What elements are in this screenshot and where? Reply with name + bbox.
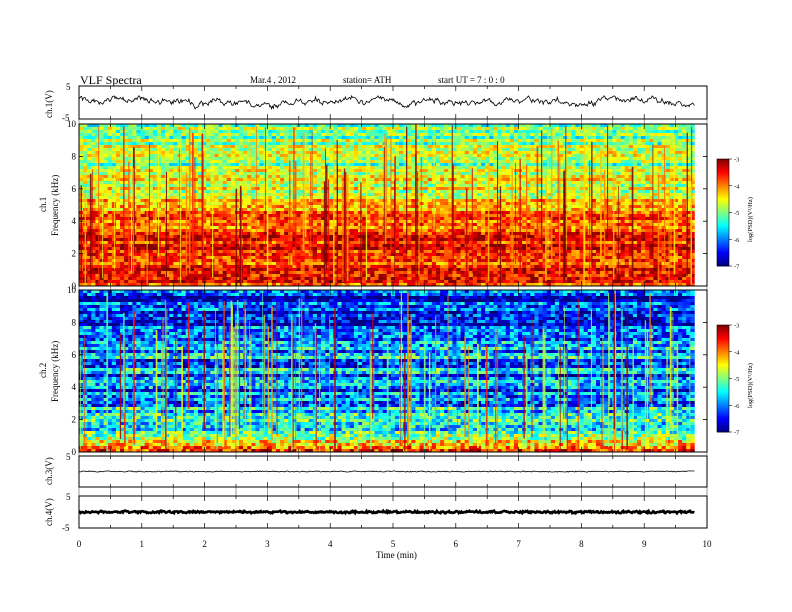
ch1-spectrogram-image [79,124,707,286]
colorbar-tick-label: -5 [734,376,739,383]
ch3-waveform-line [79,471,694,472]
x-tick-label: 4 [328,539,333,549]
ch2-spectrogram-image [79,290,707,452]
x-tick-label: 3 [265,539,270,549]
spectrogram-ytick-label: 4 [72,216,77,226]
ch3-ytick-top: 5 [66,452,71,462]
colorbar-tick-label: -3 [734,323,739,330]
x-axis-label: Time (min) [376,550,417,560]
ch1-wave-ylabel: ch.1(V) [44,90,54,118]
ch1-colorbar-label: log(PSD)(V²/Hz) [747,197,754,242]
ch4-ytick-bottom: -5 [62,523,70,533]
ch2-colorbar-label: log(PSD)(V²/Hz) [747,363,754,408]
ch1-waveform-line [79,96,694,109]
ch4-wave-ylabel: ch.4(V) [44,498,54,526]
station-label: station= ATH [343,75,392,85]
spectrogram-ytick-label: 0 [72,447,77,457]
colorbar-tick-label: -3 [734,157,739,164]
ch3-waveform-panel: 5 ch.3(V) [44,452,707,487]
x-tick-label: 7 [516,539,521,549]
ch1-ytick-top: 5 [66,82,71,92]
ch2-colorbar: -3 -4 -5 -6 -7 [717,323,740,437]
spectrogram-ytick-label: 6 [72,350,77,360]
x-tick-label: 0 [77,539,82,549]
ch2-freq-ylabel: Frequency (kHz) [50,341,60,402]
ch4-waveform-panel: 5 -5 ch.4(V) [44,492,707,533]
ch1-freq-ylabel: Frequency (kHz) [50,175,60,236]
x-tick-label: 2 [202,539,207,549]
colorbar-tick-label: -4 [734,183,740,190]
ch1-colorbar: -3 -4 -5 -6 -7 [717,157,740,271]
colorbar-tick-label: -6 [734,403,740,410]
colorbar-tick-label: -7 [734,264,740,271]
vlf-spectra-figure: VLF Spectra Mar.4 , 2012 station= ATH st… [0,0,792,612]
figure-title: VLF Spectra [80,73,142,87]
x-tick-label: 10 [703,539,713,549]
ch1-waveform-panel: 5 -5 ch.1(V) [44,82,707,123]
spectrogram-ytick-label: 8 [72,317,77,327]
spectrogram-ytick-label: 2 [72,415,77,425]
colorbar-tick-label: -4 [734,349,740,356]
x-tick-label: 8 [579,539,584,549]
date-label: Mar.4 , 2012 [250,75,296,85]
ch1-spec-channel-label: ch.1 [38,197,48,212]
spectrogram-ytick-label: 6 [72,184,77,194]
spectrogram-ytick-label: 4 [72,382,77,392]
ch3-wave-ylabel: ch.3(V) [44,457,54,485]
spectrogram-ytick-label: 10 [67,285,77,295]
x-tick-label: 5 [391,539,396,549]
x-tick-label: 1 [140,539,145,549]
x-tick-label: 9 [642,539,647,549]
start-time-label: start UT = 7 : 0 : 0 [438,75,505,85]
spectrogram-ytick-label: 10 [67,119,77,129]
ch2-spec-channel-label: ch.2 [38,363,48,378]
colorbar-tick-label: -7 [734,430,740,437]
colorbar-tick-label: -5 [734,210,739,217]
ch4-ytick-top: 5 [66,492,71,502]
spectrogram-ytick-label: 8 [72,151,77,161]
colorbar-tick-label: -6 [734,237,740,244]
ch4-waveform-line [79,511,694,514]
spectrogram-ytick-label: 2 [72,249,77,259]
x-tick-label: 6 [454,539,459,549]
